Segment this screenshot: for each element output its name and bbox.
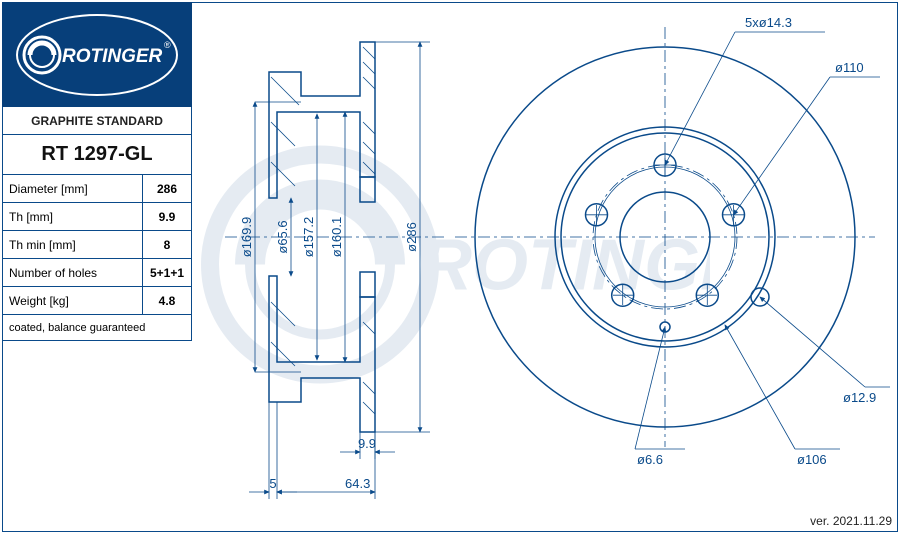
spec-label: Diameter [mm] <box>3 175 143 202</box>
dim-64: 64.3 <box>345 476 370 491</box>
dim-d157: ø157.2 <box>301 217 316 257</box>
series-name: GRAPHITE STANDARD <box>2 107 192 135</box>
spec-value: 5+1+1 <box>143 259 191 286</box>
spec-value: 4.8 <box>143 287 191 314</box>
dim-small-hole: ø6.6 <box>637 452 663 467</box>
dim-bcd: ø110 <box>835 60 864 75</box>
spec-label: Number of holes <box>3 259 143 286</box>
spec-row: Weight [kg] 4.8 <box>2 287 192 315</box>
cross-section-view: ø286 ø160.1 ø157.2 ø65.6 ø169.9 9.9 5 64… <box>225 42 445 499</box>
spec-row: Number of holes 5+1+1 <box>2 259 192 287</box>
front-view: 5xø14.3 ø110 ø12.9 ø106 ø6.6 <box>455 15 890 467</box>
brand-logo: ROTINGER ® <box>2 2 192 107</box>
spec-value: 9.9 <box>143 203 191 230</box>
spec-row: Th [mm] 9.9 <box>2 203 192 231</box>
spec-label: Weight [kg] <box>3 287 143 314</box>
spec-panel: ROTINGER ® GRAPHITE STANDARD RT 1297-GL … <box>2 2 192 341</box>
dim-d160: ø160.1 <box>329 217 344 257</box>
dim-hubring: ø106 <box>797 452 827 467</box>
dim-d169: ø169.9 <box>239 217 254 257</box>
dim-d65: ø65.6 <box>275 220 290 253</box>
dim-th: 9.9 <box>358 436 376 451</box>
spec-label: Th [mm] <box>3 203 143 230</box>
spec-row: Diameter [mm] 286 <box>2 175 192 203</box>
brand-name: ROTINGER <box>62 46 163 67</box>
part-number: RT 1297-GL <box>2 135 192 175</box>
spec-value: 286 <box>143 175 191 202</box>
dim-bolt-hole: 5xø14.3 <box>745 15 792 30</box>
dim-balance: ø12.9 <box>843 390 876 405</box>
spec-value: 8 <box>143 231 191 258</box>
version-label: ver. 2021.11.29 <box>810 514 892 528</box>
svg-text:®: ® <box>164 40 171 50</box>
spec-note: coated, balance guaranteed <box>2 315 192 341</box>
spec-label: Th min [mm] <box>3 231 143 258</box>
dim-5: 5 <box>269 476 276 491</box>
dim-d286: ø286 <box>404 222 419 252</box>
spec-row: Th min [mm] 8 <box>2 231 192 259</box>
technical-drawing: ø286 ø160.1 ø157.2 ø65.6 ø169.9 9.9 5 64… <box>195 2 897 530</box>
